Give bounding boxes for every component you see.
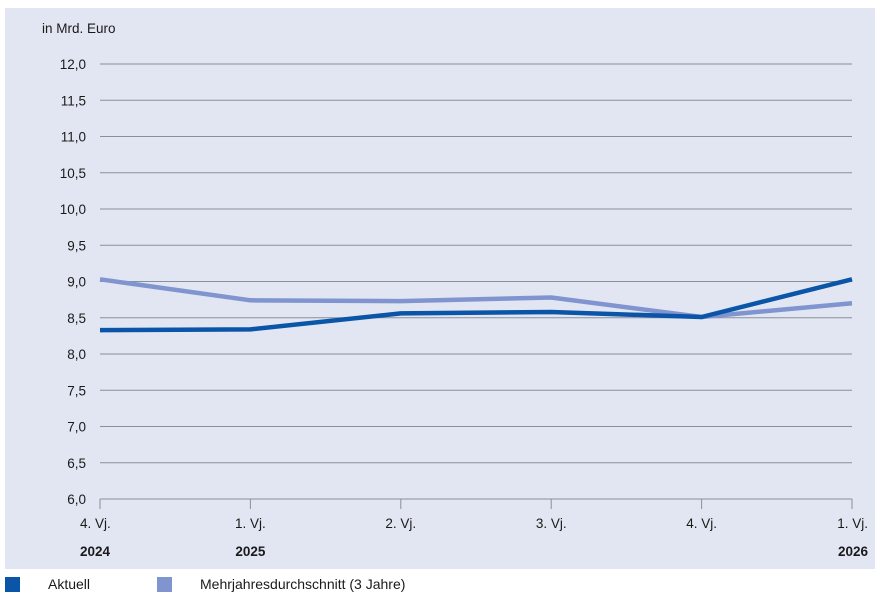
grid [100, 63, 852, 500]
y-tick-label: 7,5 [67, 383, 86, 398]
x-tick-label: 4. Vj. [686, 516, 717, 531]
y-tick-label: 11,0 [61, 130, 86, 145]
legend-swatch-average [157, 576, 172, 592]
legend-swatch-aktuell [5, 576, 20, 592]
legend-label-aktuell: Aktuell [48, 576, 91, 592]
y-tick-label: 8,0 [67, 347, 86, 362]
unit-label: in Mrd. Euro [42, 21, 116, 36]
y-tick-label: 9,5 [67, 238, 86, 253]
y-tick-label: 10,5 [60, 166, 86, 181]
series-line-aktuell [99, 277, 853, 333]
y-tick-label: 10,0 [60, 202, 86, 217]
x-year-label: 2026 [838, 544, 869, 559]
y-tick-label: 6,5 [67, 456, 86, 471]
x-year-label: 2024 [80, 544, 111, 559]
x-year-label: 2025 [235, 544, 266, 559]
x-tick-label: 1. Vj. [235, 516, 266, 531]
legend: Aktuell Mehrjahresdurchschnitt (3 Jahre) [0, 576, 880, 598]
series [99, 277, 853, 333]
x-tick-label: 3. Vj. [536, 516, 567, 531]
legend-item-average: Mehrjahresdurchschnitt (3 Jahre) [157, 576, 405, 592]
y-tick-label: 9,0 [67, 275, 86, 290]
y-tick-label: 11,5 [61, 93, 86, 108]
legend-label-average: Mehrjahresdurchschnitt (3 Jahre) [200, 576, 406, 592]
y-tick-label: 7,0 [67, 420, 86, 435]
legend-item-aktuell: Aktuell [5, 576, 90, 592]
y-tick-label: 8,5 [67, 311, 86, 326]
series-line-mehrjahresdurchschnitt-3-jahre [99, 277, 853, 320]
axes: 6,0 6,5 7,0 7,5 8,0 8,5 9,0 9,5 10,0 10,5 11,0 11,5… [60, 57, 869, 559]
x-tick-label: 1. Vj. [837, 516, 868, 531]
x-tick-label: 4. Vj. [80, 516, 111, 531]
y-tick-label: 12,0 [60, 57, 86, 72]
y-tick-label: 6,0 [67, 492, 86, 507]
line-chart: 6,0 6,5 7,0 7,5 8,0 8,5 9,0 9,5 10,0 10,5 11,0 11,5… [42, 21, 869, 559]
x-tick-label: 2. Vj. [385, 516, 416, 531]
